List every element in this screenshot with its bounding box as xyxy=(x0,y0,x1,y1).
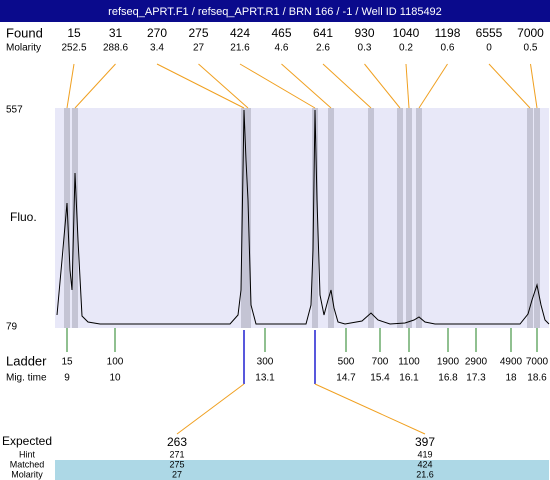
peak-band xyxy=(64,108,70,328)
mig-time: 14.7 xyxy=(336,373,356,384)
found-molarity: 0.3 xyxy=(358,43,372,54)
peak-connector xyxy=(418,63,448,109)
found-size: 6555 xyxy=(476,26,503,40)
ladder-size: 1900 xyxy=(437,357,460,368)
mig-time: 16.8 xyxy=(438,373,458,384)
hint-size: 271 xyxy=(169,449,184,459)
found-molarity: 4.6 xyxy=(275,43,289,54)
mig-time: 15.4 xyxy=(370,373,390,384)
expected-size: 397 xyxy=(415,435,435,449)
mig-time: 16.1 xyxy=(399,373,419,384)
ladder-size: 7000 xyxy=(526,357,549,368)
found-size: 7000 xyxy=(517,26,544,40)
peak-connector xyxy=(322,63,372,109)
found-molarity: 0.6 xyxy=(441,43,455,54)
matched-highlight xyxy=(55,460,549,480)
found-molarity: 3.4 xyxy=(150,43,164,54)
matched-label: Matched xyxy=(10,459,45,469)
peak-band xyxy=(72,108,78,328)
peak-band xyxy=(397,108,403,328)
ladder-size: 700 xyxy=(372,357,389,368)
mig-time-label: Mig. time xyxy=(6,373,47,384)
mig-time: 18 xyxy=(505,373,517,384)
peak-band xyxy=(241,108,247,328)
title-bar xyxy=(0,0,550,22)
found-size: 31 xyxy=(109,26,123,40)
found-molarity: 0 xyxy=(486,43,492,54)
peak-band xyxy=(416,108,422,328)
found-size: 1198 xyxy=(435,26,461,40)
peak-connector xyxy=(198,63,249,109)
hint-label: Hint xyxy=(19,449,36,459)
peak-connector xyxy=(156,63,245,109)
fragment-connector xyxy=(176,383,245,435)
found-size: 424 xyxy=(230,26,250,40)
trace xyxy=(56,109,550,325)
peak-connector xyxy=(488,63,531,109)
found-size: 270 xyxy=(147,26,167,40)
found-size: 930 xyxy=(354,26,374,40)
peak-band xyxy=(406,108,412,328)
peak-band xyxy=(245,108,251,328)
peak-connector xyxy=(66,63,75,109)
axis-max: 557 xyxy=(6,105,23,116)
ladder-size: 500 xyxy=(338,357,355,368)
found-molarity: 2.6 xyxy=(316,43,330,54)
found-molarity: 252.5 xyxy=(61,43,86,54)
found-molarity: 0.5 xyxy=(524,43,538,54)
mig-time: 9 xyxy=(64,373,70,384)
ladder-size: 4900 xyxy=(500,357,523,368)
hint-size: 419 xyxy=(417,449,432,459)
peak-band xyxy=(312,108,318,328)
expected-label: Expected xyxy=(2,434,52,448)
axis-label: Fluo. xyxy=(10,210,37,224)
peak-band xyxy=(368,108,374,328)
mig-time: 13.1 xyxy=(255,373,275,384)
found-molarity: 21.6 xyxy=(230,43,250,54)
matched-size: 424 xyxy=(417,459,432,469)
found-size: 1040 xyxy=(393,26,420,40)
matched-molarity: 21.6 xyxy=(416,469,434,479)
peak-connector xyxy=(281,63,332,109)
matched-molarity: 27 xyxy=(172,469,182,479)
found-size: 15 xyxy=(67,26,81,40)
expected-size: 263 xyxy=(167,435,187,449)
found-size: 275 xyxy=(188,26,208,40)
found-size: 465 xyxy=(271,26,291,40)
title: refseq_APRT.F1 / refseq_APRT.R1 / BRN 16… xyxy=(108,6,442,18)
peak-connector xyxy=(405,63,410,109)
found-molarity: 27 xyxy=(193,43,205,54)
ladder-label: Ladder xyxy=(6,353,47,368)
mig-time: 17.3 xyxy=(466,373,486,384)
peak-band xyxy=(328,108,334,328)
peak-connector xyxy=(530,63,538,109)
ladder-size: 2900 xyxy=(465,357,488,368)
matched-size: 275 xyxy=(169,459,184,469)
peak-band xyxy=(527,108,533,328)
peak-connector xyxy=(74,63,116,109)
plot-area xyxy=(55,108,549,328)
molarity-label: Molarity xyxy=(6,43,41,54)
fragment-connector xyxy=(314,383,426,435)
peak-connector xyxy=(239,63,316,109)
peak-connector xyxy=(364,63,401,109)
mig-time: 18.6 xyxy=(527,373,547,384)
found-size: 641 xyxy=(313,26,333,40)
molarity-label-bottom: Molarity xyxy=(11,469,43,479)
ladder-size: 300 xyxy=(257,357,274,368)
ladder-size: 15 xyxy=(61,357,73,368)
found-label: Found xyxy=(6,25,43,40)
ladder-size: 1100 xyxy=(398,357,420,368)
peak-band xyxy=(534,108,540,328)
mig-time: 10 xyxy=(109,373,121,384)
axis-min: 79 xyxy=(6,322,18,333)
found-molarity: 288.6 xyxy=(103,43,128,54)
found-molarity: 0.2 xyxy=(399,43,413,54)
ladder-size: 100 xyxy=(107,357,124,368)
